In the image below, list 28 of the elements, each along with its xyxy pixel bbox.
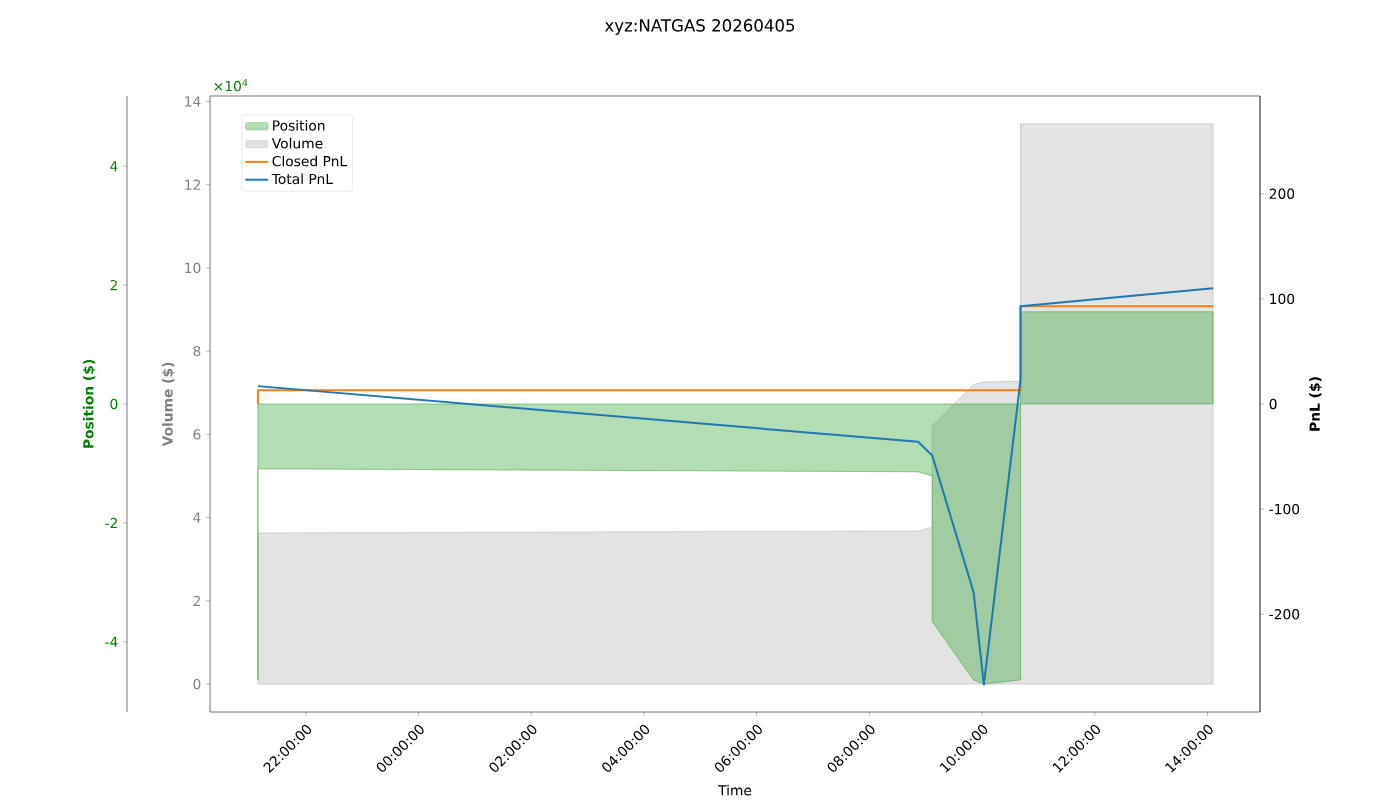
x-axis-title: Time — [718, 784, 752, 796]
y3-tick-label: -200 — [1269, 609, 1300, 620]
y-tick-label: -4 — [105, 636, 118, 647]
y2-tick-label: 12 — [185, 179, 200, 190]
y-tick-label: 4 — [110, 161, 118, 172]
y2-tick-label: 10 — [185, 262, 201, 274]
y-tick-label: 2 — [110, 279, 117, 291]
y3-axis-title: PnL ($) — [1309, 377, 1322, 431]
y-tick-label: 0 — [110, 398, 118, 410]
y2-tick-label: 0 — [193, 678, 201, 690]
text: ×10$^{4}$ — [214, 79, 248, 92]
y2-tick-label: 4 — [193, 512, 201, 523]
y2-tick-label: 14 — [185, 96, 201, 107]
y-tick-label: -2 — [105, 517, 117, 529]
y3-tick-label: 0 — [1269, 398, 1277, 410]
legend-label: Volume — [271, 137, 323, 149]
chart-title: xyz:NATGAS 20260405 — [604, 19, 795, 35]
y3-tick-label: 100 — [1270, 293, 1295, 305]
y2-axis-title: Volume ($) — [162, 362, 175, 447]
y3-tick-label: -100 — [1269, 503, 1300, 515]
legend-label: Position — [273, 120, 325, 131]
y3-tick-label: 200 — [1269, 188, 1295, 199]
y2-tick-label: 2 — [193, 595, 200, 606]
legend-label: Total PnL — [271, 173, 333, 185]
y2-tick-label: 6 — [193, 429, 201, 440]
legend-label: Closed PnL — [272, 155, 348, 167]
y-axis-title: Position ($) — [82, 360, 96, 448]
y2-tick-label: 8 — [193, 345, 201, 357]
